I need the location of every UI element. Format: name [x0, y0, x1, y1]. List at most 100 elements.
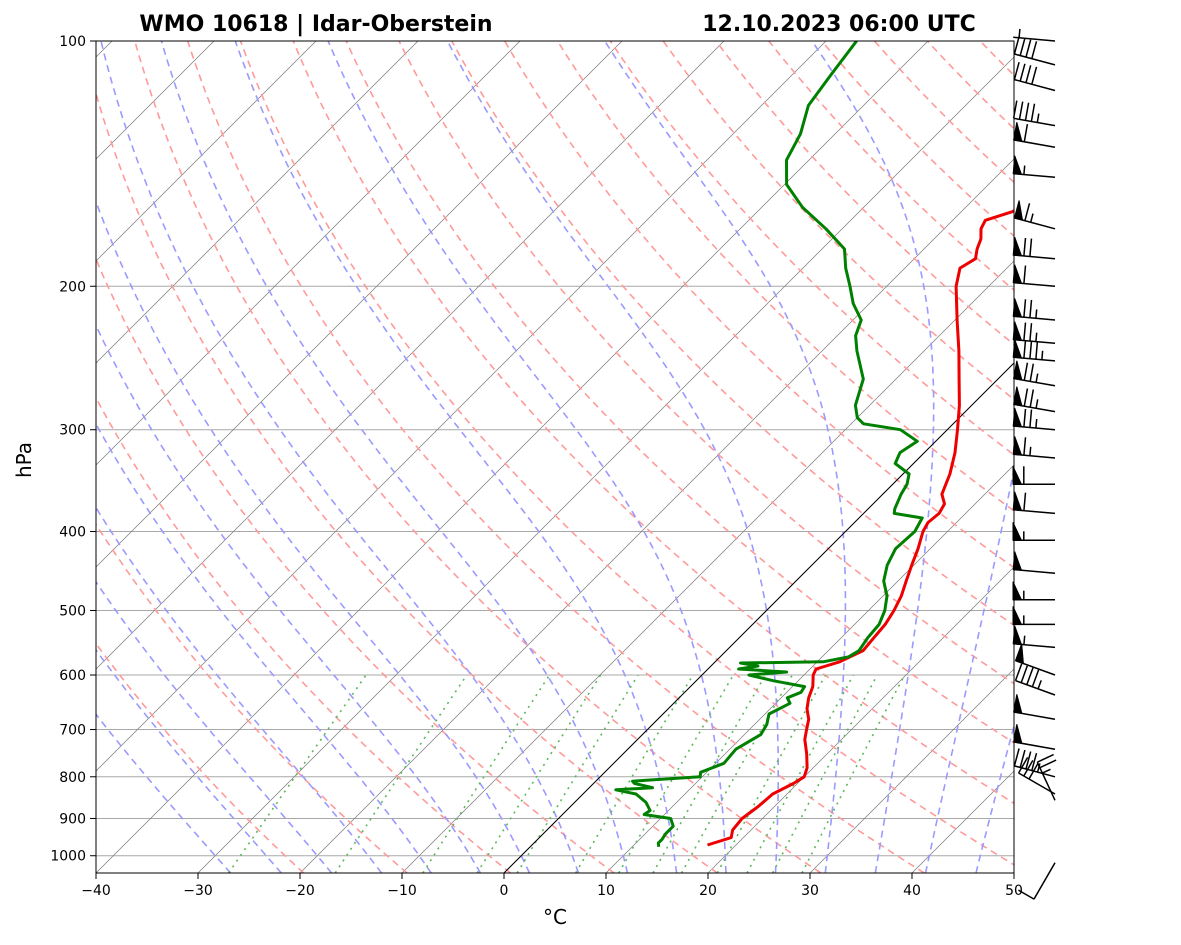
- y-tick-label: 700: [59, 723, 86, 739]
- wind-barb-full: [1024, 493, 1026, 511]
- wind-barb-half: [1036, 374, 1038, 383]
- wind-barb-full: [1030, 323, 1032, 341]
- wind-barb-flag: [1013, 492, 1021, 511]
- dry-adiabat: [769, 41, 1181, 873]
- wind-barb-half: [1030, 447, 1031, 456]
- wind-barb-full: [1027, 668, 1033, 685]
- wind-barb-flag: [1013, 237, 1021, 256]
- wind-barb-full: [1016, 664, 1022, 681]
- wind-barb: [1013, 492, 1055, 514]
- wind-barb-full: [1036, 341, 1038, 359]
- wind-barb-flag: [1013, 436, 1021, 455]
- wind-barb-full: [1026, 65, 1031, 82]
- isotherm--60: [0, 41, 724, 873]
- mixing-ratio-line: [717, 675, 825, 873]
- wind-barb-flag: [1014, 201, 1022, 221]
- x-tick-label: 20: [699, 883, 717, 899]
- wind-barb: [1013, 298, 1055, 320]
- wind-barb-full: [1031, 104, 1034, 122]
- wind-barb-full: [1024, 409, 1026, 427]
- wind-barb: [1013, 436, 1055, 458]
- dry-adiabat: [822, 41, 1181, 873]
- wind-barb-full: [1024, 437, 1026, 455]
- wind-barb-half: [1024, 166, 1025, 175]
- wind-barb: [1013, 237, 1055, 259]
- wind-barb: [1013, 322, 1055, 344]
- y-tick-label: 800: [59, 770, 86, 786]
- wind-barb: [1013, 466, 1055, 484]
- dry-adiabat: [0, 41, 304, 873]
- dry-adiabat: [980, 41, 1181, 873]
- wind-barb-full: [1040, 760, 1056, 768]
- x-tick-label: 0: [500, 883, 509, 899]
- dry-adiabat: [293, 41, 1131, 873]
- y-tick-label: 100: [59, 34, 86, 50]
- moist-adiabat: [7, 41, 481, 873]
- y-axis-label: hPa: [12, 442, 36, 478]
- moist-adiabat: [50, 41, 529, 873]
- dry-adiabat: [505, 41, 1181, 873]
- wind-barb: [1013, 408, 1055, 430]
- wind-barb-full: [1030, 300, 1032, 318]
- wind-barb-full: [1024, 124, 1027, 142]
- wind-barb-flag: [1013, 298, 1021, 317]
- wind-barb-full: [1026, 40, 1031, 57]
- moist-adiabat: [0, 41, 332, 873]
- wind-barb-full: [1030, 239, 1032, 257]
- y-tick-label: 1000: [50, 849, 86, 865]
- dry-adiabat: [927, 41, 1181, 873]
- wind-barb: [1014, 201, 1055, 229]
- x-tick-label: 10: [597, 883, 615, 899]
- wind-barb-half: [1042, 769, 1050, 773]
- dry-adiabat: [29, 41, 614, 873]
- wind-barb-flag: [1014, 694, 1022, 713]
- wind-barb: [1013, 265, 1055, 287]
- wind-barb-flag: [1013, 265, 1021, 284]
- wind-barb: [1014, 101, 1055, 126]
- x-tick-label: 30: [801, 883, 819, 899]
- isotherm-20: [708, 41, 1181, 873]
- mixing-ratio-line: [335, 675, 467, 873]
- moist-adiabat: [926, 41, 1051, 873]
- moist-adiabat: [161, 41, 627, 873]
- dry-adiabat: [241, 41, 1028, 873]
- wind-barb: [1013, 626, 1055, 648]
- y-tick-label: 400: [59, 525, 86, 541]
- wind-barb-full: [1021, 666, 1027, 683]
- wind-barb-full: [1020, 102, 1023, 120]
- wind-barb-full: [1032, 41, 1037, 58]
- wind-barb: [1014, 361, 1055, 386]
- wind-barb: [1013, 606, 1055, 624]
- isotherm--100: [0, 41, 316, 873]
- wind-barb-full: [1014, 37, 1019, 54]
- x-tick-label: −20: [285, 883, 315, 899]
- wind-barb-full: [1020, 64, 1025, 81]
- wind-barb-half: [1036, 309, 1037, 318]
- wind-barb-full: [1014, 62, 1019, 79]
- x-axis-label: °C: [543, 905, 567, 929]
- chart-title-station: WMO 10618 | Idar-Oberstein: [139, 12, 492, 37]
- wind-barb-full: [1030, 410, 1032, 428]
- wind-barb-full: [1024, 266, 1026, 284]
- isotherm--130: [0, 41, 10, 873]
- wind-barb-full: [1024, 323, 1026, 341]
- y-tick-label: 300: [59, 423, 86, 439]
- wind-barb-full: [1020, 38, 1025, 55]
- wind-barb-flag: [1014, 122, 1022, 141]
- wind-barb: [1013, 29, 1055, 41]
- wind-barb: [1013, 522, 1055, 540]
- wind-barb-half: [1031, 214, 1033, 223]
- wind-barb-full: [1032, 67, 1037, 84]
- mixing-ratio-line: [423, 675, 550, 873]
- wind-barb-full: [1025, 203, 1030, 220]
- isotherm--50: [0, 41, 826, 873]
- wind-barb-flag: [1014, 361, 1022, 380]
- y-tick-label: 500: [59, 603, 86, 619]
- wind-barb-flag: [1016, 644, 1024, 664]
- wind-barb-half: [1036, 333, 1037, 342]
- dry-adiabat: [399, 41, 1181, 873]
